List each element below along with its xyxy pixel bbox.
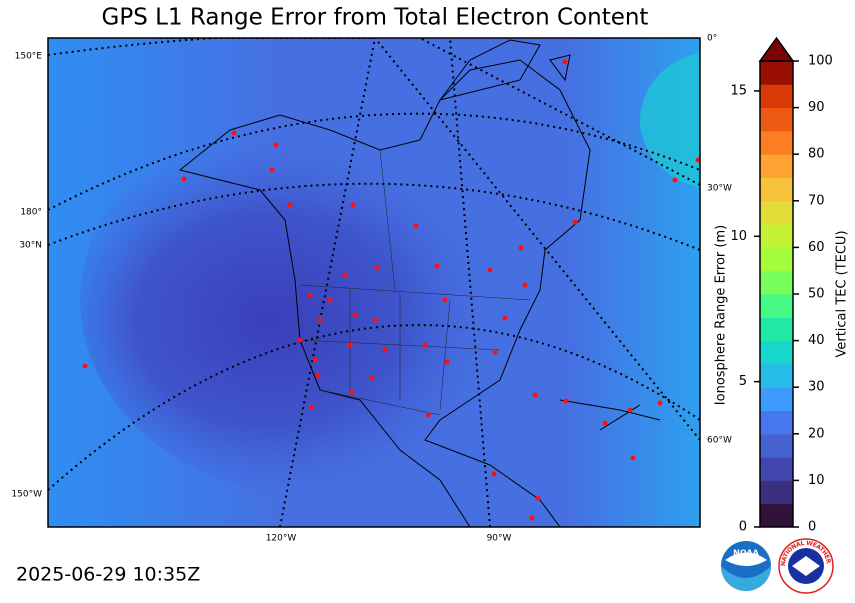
- colorbar-band: [760, 107, 793, 132]
- coastline: [178, 59, 591, 527]
- range-axis-label: Ionosphere Range Error (m): [714, 225, 729, 405]
- colorbar-tick-label: 100: [808, 54, 833, 69]
- colorbar-tick-label: 0: [808, 520, 816, 535]
- graticule-label: 90°W: [487, 534, 512, 544]
- colorbar-tick-label: 90: [808, 100, 825, 115]
- timestamp: 2025-06-29 10:35Z: [16, 564, 200, 586]
- colorbar-band: [760, 130, 793, 155]
- colorbar: 0 10 20 30 40 50 60 70 80 90 100 0 5 10 15: [730, 36, 833, 535]
- tec-field: [640, 52, 700, 188]
- range-tick-label: 5: [739, 374, 747, 389]
- graticule-label: 180°: [20, 208, 42, 218]
- colorbar-band: [760, 410, 793, 435]
- colorbar-band: [760, 503, 793, 528]
- graticule-label: 120°W: [266, 534, 297, 544]
- range-tick-label: 15: [730, 83, 747, 98]
- colorbar-band: [760, 154, 793, 178]
- colorbar-tick-label: 50: [808, 287, 825, 302]
- colorbar-band: [760, 247, 793, 272]
- coastline: [438, 39, 661, 431]
- colorbar-band: [760, 457, 793, 481]
- colorbar-label: Vertical TEC (TECU): [835, 230, 850, 357]
- graticule-label: 30°W: [707, 184, 732, 194]
- colorbar-band: [760, 294, 793, 318]
- graticule-label: 150°E: [15, 52, 43, 62]
- colorbar-band: [760, 270, 793, 295]
- colorbar-band: [760, 317, 793, 342]
- graticule-label: 30°N: [19, 241, 42, 251]
- graticule-label: 150°W: [11, 490, 42, 500]
- graticule: [48, 38, 700, 527]
- title: GPS L1 Range Error from Total Electron C…: [102, 5, 649, 31]
- colorbar-band: [760, 480, 793, 505]
- graticule-label: 0°: [707, 34, 717, 44]
- colorbar-band: [760, 84, 793, 109]
- colorbar-band: [760, 61, 793, 85]
- graticule-label: 60°W: [707, 436, 732, 446]
- colorbar-tick-label: 60: [808, 240, 825, 255]
- map: [48, 38, 700, 527]
- colorbar-tick-label: 30: [808, 380, 825, 395]
- colorbar-band: [760, 200, 793, 225]
- colorbar-tick-label: 70: [808, 193, 825, 208]
- stations: [82, 59, 700, 521]
- range-tick-label: 10: [730, 229, 747, 244]
- graticule-labels: 150°E 180° 30°N 150°W 120°W 90°W 0° 30°W…: [11, 34, 732, 544]
- colorbar-band: [760, 177, 793, 202]
- borders: [299, 149, 531, 416]
- colorbar-tick-label: 20: [808, 426, 825, 441]
- colorbar-tick-label: 10: [808, 473, 825, 488]
- colorbar-tick-label: 40: [808, 333, 825, 348]
- noaa-logo: NOAA: [721, 541, 771, 591]
- range-tick-label: 0: [739, 520, 747, 535]
- colorbar-band: [760, 387, 793, 411]
- noaa-text: NOAA: [733, 549, 759, 558]
- colorbar-band: [760, 433, 793, 458]
- map-frame: [47, 37, 701, 528]
- colorbar-band: [760, 363, 793, 388]
- colorbar-band: [760, 224, 793, 248]
- colorbar-band: [760, 340, 793, 365]
- colorbar-tick-label: 80: [808, 147, 825, 162]
- colorbar-extend: [758, 36, 795, 62]
